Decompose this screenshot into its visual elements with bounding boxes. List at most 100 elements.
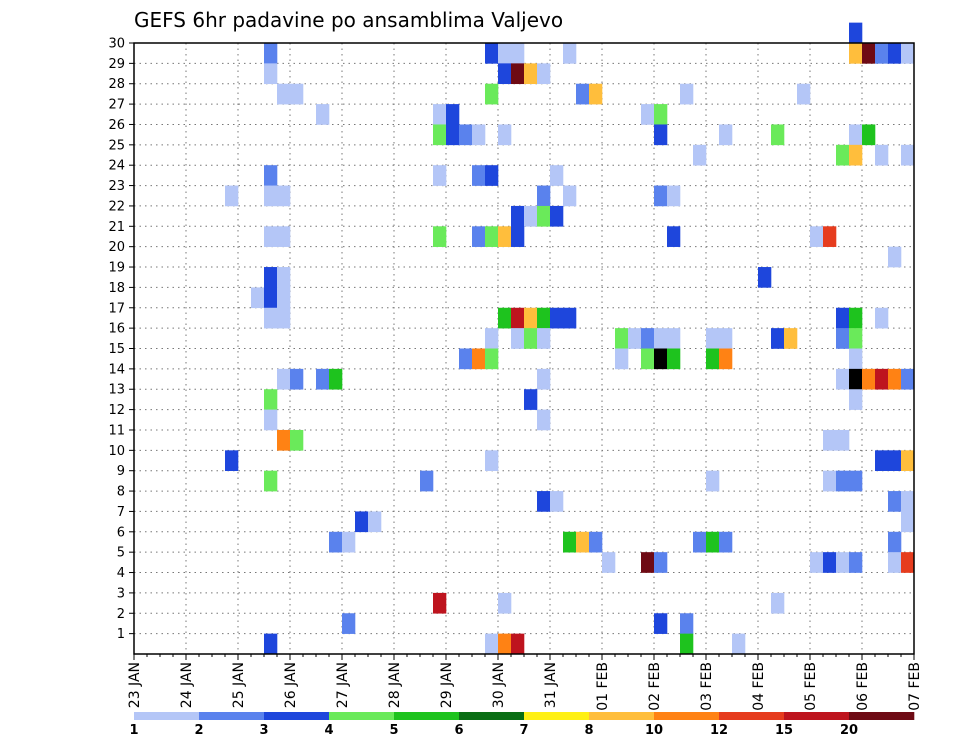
y-tick-label: 3 (117, 586, 125, 601)
y-tick-label: 15 (108, 342, 125, 357)
precip-cell (836, 368, 850, 390)
precip-cell (654, 348, 668, 370)
x-tick-label: 24 JAN (179, 662, 195, 708)
precip-cell (433, 592, 447, 614)
x-tick-label: 31 JAN (543, 662, 559, 708)
precip-cell (823, 226, 837, 247)
precip-cell (576, 83, 590, 105)
y-tick-label: 2 (117, 607, 125, 622)
precip-cell (563, 185, 577, 207)
y-tick-label: 26 (108, 118, 125, 133)
precip-cell (849, 368, 863, 390)
precip-cell (550, 205, 564, 227)
precip-cell (511, 633, 525, 655)
precip-cell (277, 429, 291, 451)
precip-cell (862, 124, 876, 146)
legend-label: 6 (454, 723, 463, 738)
y-tick-label: 25 (108, 138, 125, 153)
precip-cell (771, 328, 785, 349)
precip-cell (524, 389, 538, 410)
precip-cell (771, 592, 785, 614)
precip-cell (901, 491, 915, 512)
precip-cell (576, 531, 590, 553)
x-tick-label: 03 FEB (699, 662, 715, 711)
legend-label: 5 (389, 723, 398, 738)
precip-cell (888, 368, 902, 390)
precip-cell (472, 348, 486, 370)
precip-cell (654, 328, 668, 349)
legend-label: 4 (324, 723, 333, 738)
precip-cell (264, 63, 278, 85)
precip-cell (719, 328, 733, 349)
x-tick-label: 06 FEB (855, 662, 871, 711)
precip-cell (849, 43, 863, 64)
precip-cell (316, 104, 330, 125)
precip-cell (498, 633, 512, 655)
precip-cell (277, 368, 291, 390)
precip-cell (537, 205, 551, 227)
precip-cell (654, 613, 668, 634)
y-tick-label: 28 (108, 77, 125, 92)
precip-cell (563, 531, 577, 553)
precip-cell (264, 165, 278, 186)
precip-cell (433, 226, 447, 247)
precip-cell (823, 429, 837, 451)
y-tick-label: 17 (108, 301, 125, 316)
precip-cell (875, 43, 889, 64)
precip-cell (888, 552, 902, 573)
x-tick-label: 29 JAN (439, 662, 455, 708)
precip-cell (810, 552, 824, 573)
y-axis: 1234567891011121314151617181920212223242… (108, 37, 134, 642)
color-legend: 1 2 3 4 5 6 7 8 10 12 15 20 (129, 712, 915, 738)
precip-cell (264, 633, 278, 655)
legend-label: 8 (584, 723, 593, 738)
y-tick-label: 9 (117, 464, 125, 479)
precip-cell (719, 531, 733, 553)
precip-cell (459, 124, 473, 146)
precip-cell (355, 511, 369, 533)
x-tick-label: 01 FEB (595, 662, 611, 711)
precip-cell (485, 226, 499, 247)
y-tick-label: 24 (108, 159, 125, 174)
precip-cell (836, 144, 850, 166)
precip-cell (537, 368, 551, 390)
precip-cell (498, 63, 512, 85)
precip-cell (446, 104, 460, 125)
x-tick-label: 07 FEB (907, 662, 923, 711)
legend-label: 15 (775, 723, 793, 738)
precip-cell (472, 165, 486, 186)
precip-cell (888, 450, 902, 471)
precip-cell (511, 328, 525, 349)
y-tick-label: 11 (108, 423, 125, 438)
precip-cell (498, 592, 512, 614)
precip-cell (901, 552, 915, 573)
precip-cell (706, 348, 720, 370)
precip-cell (511, 43, 525, 64)
precip-cell (667, 226, 681, 247)
precip-cell (329, 368, 343, 390)
precip-cell (524, 328, 538, 349)
x-tick-label: 25 JAN (231, 662, 247, 708)
precip-cell (251, 287, 265, 309)
precip-cell (719, 348, 733, 370)
precip-cell (485, 83, 499, 105)
precip-cell (641, 104, 655, 125)
precip-cell (537, 328, 551, 349)
precip-cell (550, 307, 564, 329)
precip-cell (758, 267, 772, 288)
precip-cell (901, 43, 915, 64)
y-tick-label: 1 (117, 627, 125, 642)
precip-cell (550, 491, 564, 512)
legend-swatch (784, 712, 850, 720)
precip-cell (277, 287, 291, 309)
precip-cell (537, 307, 551, 329)
precip-cell (264, 389, 278, 410)
precip-cell (862, 368, 876, 390)
precip-cell (498, 43, 512, 64)
precip-cell (641, 328, 655, 349)
precip-cell (277, 185, 291, 207)
precip-cell (901, 450, 915, 471)
precip-cell (290, 429, 304, 451)
precip-cell (277, 226, 291, 247)
